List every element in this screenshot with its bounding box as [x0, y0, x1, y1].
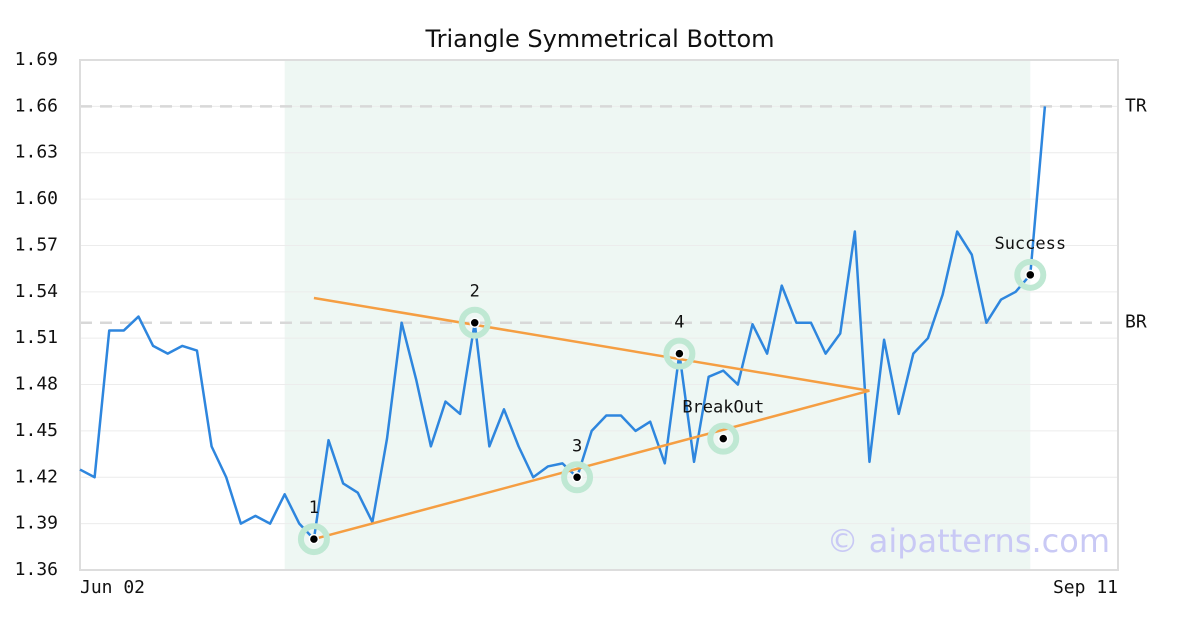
y-tick-label: 1.54: [15, 281, 58, 302]
plot-frame: [79, 59, 1119, 571]
point-halo: [707, 422, 740, 455]
point-label: 4: [674, 313, 684, 333]
y-tick-label: 1.48: [15, 374, 58, 395]
trendline: [313, 296, 870, 392]
point-halo: [1014, 258, 1047, 291]
y-tick-label: 1.42: [15, 466, 58, 487]
point-label: 1: [309, 498, 319, 518]
level-label: TR: [1125, 95, 1147, 116]
point-dot: [674, 348, 685, 359]
point-label: 2: [470, 282, 480, 302]
pattern-region: [284, 60, 1031, 570]
point-dot: [718, 433, 729, 444]
point-dot: [308, 533, 320, 545]
x-tick-label: Jun 02: [80, 577, 145, 598]
point-halo: [663, 337, 696, 370]
price-line: [79, 106, 1047, 541]
point-halo: [458, 306, 491, 339]
y-tick-label: 1.51: [15, 327, 58, 348]
watermark: © aipatterns.com: [827, 522, 1110, 560]
chart-title: Triangle Symmetrical Bottom: [424, 25, 774, 53]
point-dot: [469, 317, 480, 328]
y-tick-label: 1.63: [15, 142, 58, 163]
point-halo: [561, 461, 594, 494]
trendline: [313, 389, 870, 541]
point-label: Success: [994, 234, 1066, 254]
y-tick-label: 1.60: [15, 188, 58, 209]
y-tick-label: 1.69: [15, 49, 58, 70]
y-tick-label: 1.39: [15, 513, 58, 534]
y-tick-label: 1.66: [15, 95, 58, 116]
point-dot: [571, 472, 583, 483]
y-tick-label: 1.36: [15, 559, 58, 580]
y-tick-label: 1.45: [15, 420, 58, 441]
point-halo: [297, 523, 330, 556]
point-label: 3: [572, 436, 582, 456]
x-tick-label: Sep 11: [1053, 577, 1118, 598]
point-label: BreakOut: [682, 398, 764, 418]
y-tick-label: 1.57: [15, 234, 58, 255]
level-label: BR: [1125, 312, 1147, 333]
point-dot: [1025, 269, 1036, 281]
